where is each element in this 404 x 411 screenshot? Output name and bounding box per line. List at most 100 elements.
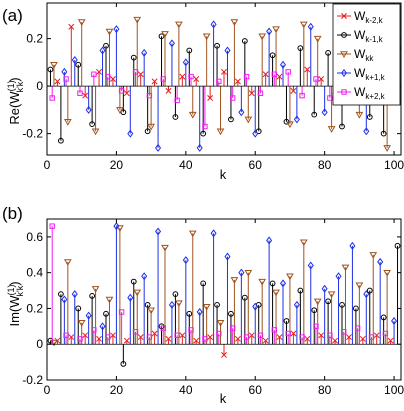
data-point xyxy=(228,116,234,123)
data-point xyxy=(116,107,124,114)
data-point xyxy=(146,92,153,99)
panel-a-ylabel: Re(W(1)k'k) xyxy=(6,77,25,124)
data-point xyxy=(339,301,345,308)
panel-b-ylabel-sub: k'k xyxy=(15,285,25,296)
y-tick-label: -0.2 xyxy=(22,373,43,387)
data-point xyxy=(368,334,375,340)
data-point xyxy=(387,337,394,344)
y-tick-label: 0.2 xyxy=(26,301,43,315)
data-point xyxy=(318,332,325,339)
legend-label: Wk+1,k xyxy=(354,66,386,82)
data-point xyxy=(186,310,193,317)
data-point xyxy=(202,336,208,342)
panel-b-ylabel-main: Im(W xyxy=(7,295,22,327)
x-tick-label: 80 xyxy=(318,158,332,172)
legend-marker xyxy=(340,68,348,78)
data-point xyxy=(327,291,336,299)
data-point xyxy=(68,23,75,30)
data-point xyxy=(49,95,55,101)
data-point xyxy=(160,325,166,331)
series-k+1,k xyxy=(61,222,398,345)
legend-item-kk: Wkk xyxy=(337,47,374,63)
data-point xyxy=(161,31,169,38)
data-point xyxy=(127,293,134,302)
x-tick-label: 100 xyxy=(384,158,404,172)
data-point xyxy=(116,225,124,232)
data-point xyxy=(54,78,61,85)
data-point xyxy=(99,322,106,331)
data-point xyxy=(85,105,92,114)
data-point xyxy=(200,280,207,287)
data-point xyxy=(91,128,100,136)
data-point xyxy=(105,296,114,304)
data-point xyxy=(345,334,352,341)
legend-marker xyxy=(341,32,347,38)
data-point xyxy=(63,332,69,338)
data-point xyxy=(335,272,342,281)
data-point xyxy=(182,58,189,67)
data-point xyxy=(96,335,103,342)
data-point xyxy=(133,289,142,297)
data-point xyxy=(57,291,64,298)
data-point xyxy=(103,310,109,317)
data-point xyxy=(113,25,120,34)
svg-text:Re(W(1)k'k): Re(W(1)k'k) xyxy=(6,77,25,124)
data-point xyxy=(276,73,283,80)
data-point xyxy=(285,330,291,337)
data-point xyxy=(290,330,297,337)
data-point xyxy=(168,39,175,48)
data-point xyxy=(188,327,194,333)
data-point xyxy=(63,119,72,126)
x-tick-label: 20 xyxy=(110,158,124,172)
data-point xyxy=(311,307,318,314)
data-point xyxy=(141,272,148,281)
legend-marker xyxy=(340,51,348,59)
data-point xyxy=(355,282,364,290)
data-point xyxy=(307,22,314,31)
data-point xyxy=(221,352,227,358)
data-point xyxy=(304,66,311,73)
data-point xyxy=(258,278,267,286)
x-tick-label: 0 xyxy=(44,383,51,397)
data-point xyxy=(137,334,144,341)
data-point xyxy=(359,335,366,342)
panel-b-plot: 0 20 40 60 80 100-0.200.20.40.6 xyxy=(22,218,404,397)
y-tick-label: 0.2 xyxy=(26,32,43,46)
data-point xyxy=(196,307,203,317)
series-k-1,k xyxy=(47,242,401,367)
data-point xyxy=(216,320,225,327)
data-point xyxy=(271,71,278,77)
data-point xyxy=(354,325,361,331)
data-point xyxy=(105,28,114,36)
data-point xyxy=(341,329,347,335)
data-point xyxy=(96,68,103,75)
data-point xyxy=(299,92,305,99)
data-point xyxy=(321,284,328,293)
data-point xyxy=(61,67,68,76)
data-point xyxy=(118,88,125,94)
data-point xyxy=(216,330,222,337)
data-point xyxy=(144,128,151,135)
data-point xyxy=(230,277,239,284)
data-point xyxy=(313,76,319,82)
data-point xyxy=(283,318,290,324)
plot-frame xyxy=(46,218,402,381)
data-point xyxy=(91,286,100,293)
data-point xyxy=(373,332,380,339)
x-tick-label: 0 xyxy=(44,158,51,172)
data-point xyxy=(216,128,225,136)
data-point xyxy=(82,92,89,99)
data-point xyxy=(63,259,72,266)
panel-a-ylabel-main: Re(W xyxy=(7,91,22,125)
data-point xyxy=(311,111,318,118)
legend-label: Wk-1,k xyxy=(354,28,384,44)
data-point xyxy=(75,61,82,68)
data-point xyxy=(252,129,259,138)
data-point xyxy=(71,290,78,299)
data-point xyxy=(123,337,130,344)
data-point xyxy=(293,115,300,124)
data-point xyxy=(165,335,172,342)
data-point xyxy=(71,55,78,65)
data-point xyxy=(234,335,241,342)
data-point xyxy=(210,229,217,238)
